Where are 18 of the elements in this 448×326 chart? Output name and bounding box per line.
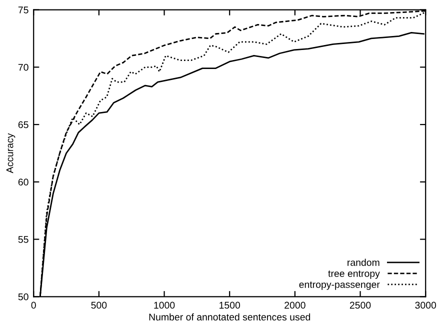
x-tick-label: 1000 — [154, 302, 175, 309]
legend-label: random — [348, 258, 380, 266]
x-tick-label: 1500 — [220, 302, 240, 309]
x-tick-label: 0 — [31, 302, 36, 309]
y-tick-label: 50 — [18, 293, 28, 300]
x-axis-title: Number of annotated sentences used — [149, 313, 310, 321]
y-tick-label: 60 — [18, 178, 28, 186]
x-tick-label: 2500 — [350, 302, 371, 309]
y-tick-label: 75 — [18, 6, 28, 14]
y-tick-label: 55 — [18, 236, 28, 243]
x-tick-label: 500 — [91, 302, 107, 309]
y-axis-title: Accuracy — [6, 133, 16, 174]
y-tick-label: 70 — [18, 64, 28, 71]
y-tick-label: 65 — [18, 121, 28, 128]
x-tick-label: 2000 — [284, 302, 306, 309]
legend-label: tree entropy — [328, 270, 380, 279]
legend-label: entropy-passenger — [299, 282, 380, 290]
x-tick-label: 3000 — [415, 302, 436, 309]
